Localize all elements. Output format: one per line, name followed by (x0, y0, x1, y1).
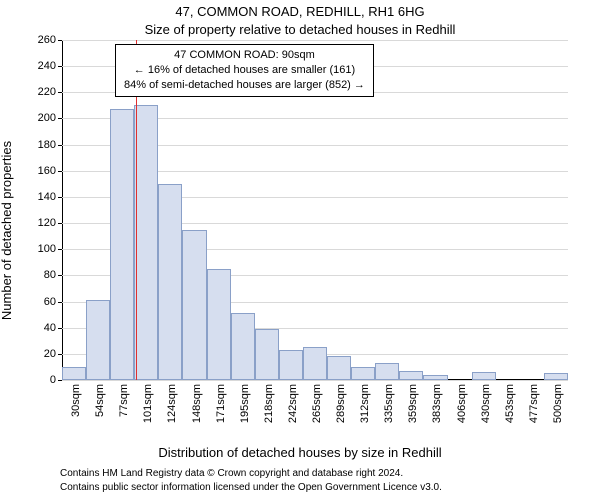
bar (231, 313, 255, 380)
bar (255, 329, 279, 380)
callout-line: 84% of semi-detached houses are larger (… (124, 78, 365, 93)
y-tick-label: 160 (38, 165, 62, 177)
bar (375, 363, 399, 380)
x-tick-label: 477sqm (528, 380, 540, 423)
x-tick-label: 195sqm (239, 380, 251, 423)
y-tick-label: 40 (44, 322, 62, 334)
y-tick-label: 100 (38, 243, 62, 255)
bar (207, 269, 231, 380)
x-tick-label: 359sqm (407, 380, 419, 423)
bar (182, 230, 206, 380)
bar (303, 347, 327, 380)
y-axis (62, 40, 63, 380)
x-tick-label: 289sqm (335, 380, 347, 423)
x-tick-label: 242sqm (287, 380, 299, 423)
x-tick-label: 312sqm (359, 380, 371, 423)
bar (327, 356, 351, 380)
y-tick-label: 260 (38, 34, 62, 46)
footer-line: Contains public sector information licen… (60, 482, 442, 493)
x-tick-label: 101sqm (142, 380, 154, 423)
callout-box: 47 COMMON ROAD: 90sqm ← 16% of detached … (115, 44, 374, 97)
x-axis-label: Distribution of detached houses by size … (0, 445, 600, 460)
y-tick-label: 200 (38, 112, 62, 124)
x-tick-label: 453sqm (504, 380, 516, 423)
y-tick-label: 140 (38, 191, 62, 203)
x-tick-label: 30sqm (70, 380, 82, 417)
x-tick-label: 383sqm (431, 380, 443, 423)
y-tick-label: 220 (38, 86, 62, 98)
chart-container: 47, COMMON ROAD, REDHILL, RH1 6HG Size o… (0, 0, 600, 500)
y-tick-label: 20 (44, 348, 62, 360)
x-tick-label: 171sqm (215, 380, 227, 423)
x-tick-label: 406sqm (456, 380, 468, 423)
bar (472, 372, 496, 380)
x-tick-label: 124sqm (166, 380, 178, 423)
x-tick-label: 148sqm (191, 380, 203, 423)
x-tick-label: 54sqm (94, 380, 106, 417)
y-tick-label: 0 (50, 374, 62, 386)
bar (158, 184, 182, 380)
footer-line: Contains HM Land Registry data © Crown c… (60, 468, 403, 479)
callout-line: ← 16% of detached houses are smaller (16… (124, 63, 365, 78)
chart-subtitle: Size of property relative to detached ho… (0, 22, 600, 37)
bar (399, 371, 423, 380)
x-tick-label: 430sqm (480, 380, 492, 423)
callout-line: 47 COMMON ROAD: 90sqm (124, 48, 365, 63)
bar (110, 109, 134, 380)
x-tick-label: 218sqm (263, 380, 275, 423)
y-tick-label: 120 (38, 217, 62, 229)
y-tick-label: 60 (44, 296, 62, 308)
x-tick-label: 500sqm (552, 380, 564, 423)
bar (134, 105, 158, 380)
x-tick-label: 77sqm (118, 380, 130, 417)
bar (351, 367, 375, 380)
x-tick-label: 335sqm (383, 380, 395, 423)
y-tick-label: 180 (38, 139, 62, 151)
bar (86, 300, 110, 380)
gridline (62, 40, 568, 41)
x-tick-label: 265sqm (311, 380, 323, 423)
bar (62, 367, 86, 380)
y-tick-label: 80 (44, 269, 62, 281)
y-tick-label: 240 (38, 60, 62, 72)
y-axis-label: Number of detached properties (0, 0, 14, 460)
bar (279, 350, 303, 380)
chart-title: 47, COMMON ROAD, REDHILL, RH1 6HG (0, 4, 600, 19)
